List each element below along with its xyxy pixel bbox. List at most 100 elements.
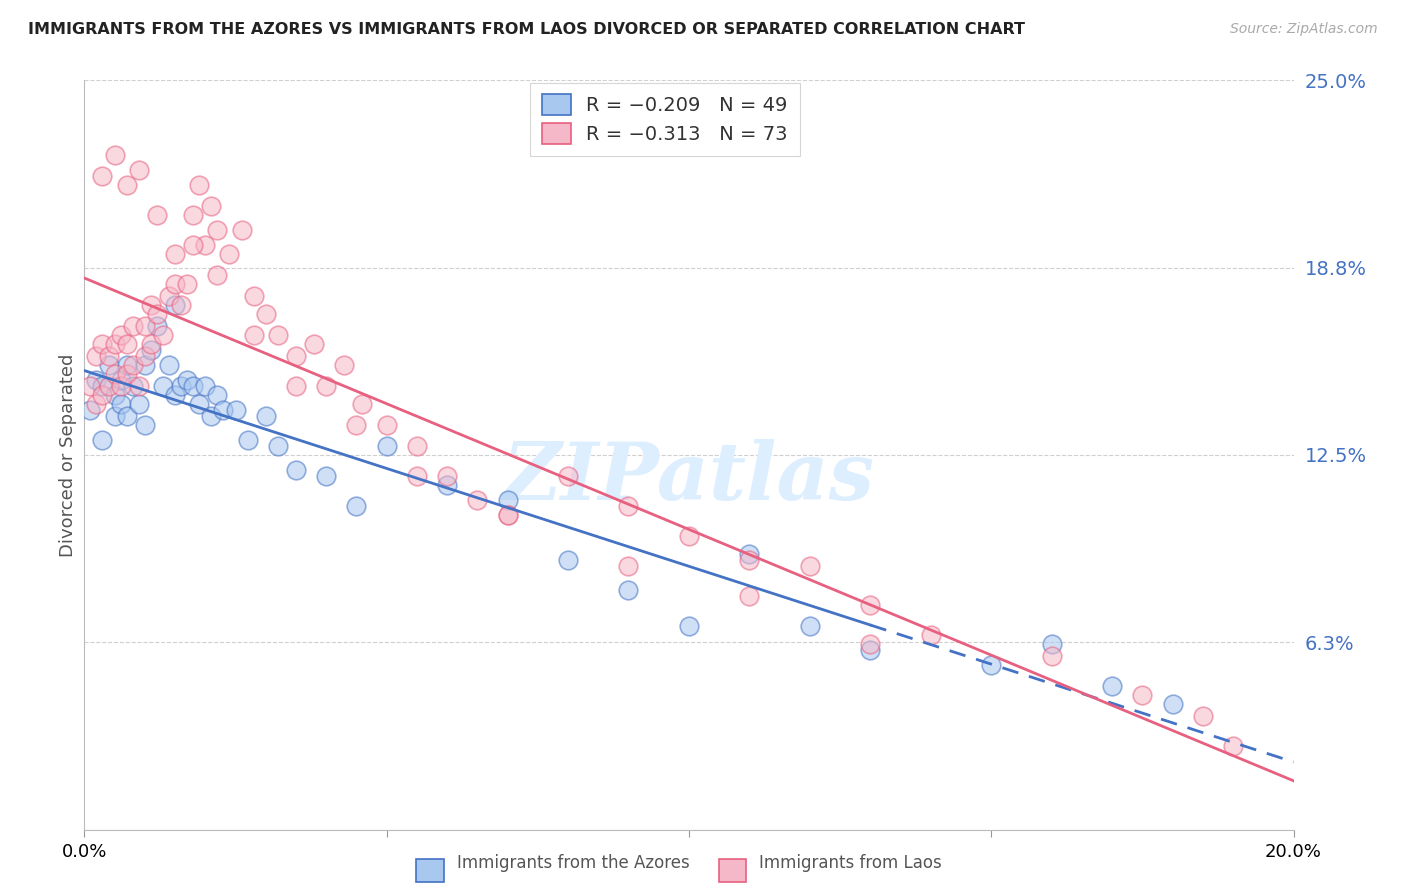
- Point: [121, 358, 143, 372]
- Point: [242, 289, 264, 303]
- Point: [128, 397, 150, 411]
- Point: [231, 223, 253, 237]
- Point: [146, 307, 169, 321]
- Point: [617, 499, 640, 513]
- Point: [139, 298, 162, 312]
- Point: [157, 358, 180, 372]
- Point: [617, 582, 640, 597]
- Point: [920, 628, 942, 642]
- Point: [980, 657, 1002, 672]
- Point: [267, 439, 290, 453]
- Point: [1101, 679, 1123, 693]
- Point: [128, 163, 150, 178]
- Point: [110, 328, 132, 343]
- Point: [267, 328, 290, 343]
- Point: [139, 337, 162, 351]
- Point: [315, 379, 337, 393]
- Point: [302, 337, 325, 351]
- Point: [188, 178, 211, 193]
- Point: [1130, 688, 1153, 702]
- Point: [104, 148, 127, 162]
- Point: [110, 373, 132, 387]
- Point: [146, 208, 169, 222]
- Point: [436, 469, 458, 483]
- Point: [200, 409, 222, 423]
- Point: [115, 358, 138, 372]
- Point: [134, 417, 156, 432]
- Point: [91, 433, 114, 447]
- Point: [181, 379, 204, 393]
- Point: [134, 349, 156, 363]
- Point: [91, 337, 114, 351]
- Point: [110, 379, 132, 393]
- Point: [859, 642, 882, 657]
- Point: [315, 469, 337, 483]
- Point: [352, 397, 374, 411]
- Text: IMMIGRANTS FROM THE AZORES VS IMMIGRANTS FROM LAOS DIVORCED OR SEPARATED CORRELA: IMMIGRANTS FROM THE AZORES VS IMMIGRANTS…: [28, 22, 1025, 37]
- Point: [79, 379, 101, 393]
- Point: [181, 238, 204, 252]
- Point: [165, 277, 187, 291]
- Point: [86, 373, 108, 387]
- Point: [496, 508, 519, 522]
- Point: [115, 337, 138, 351]
- Point: [285, 463, 308, 477]
- Point: [467, 492, 489, 507]
- Text: Immigrants from Laos: Immigrants from Laos: [759, 855, 942, 872]
- Point: [207, 223, 229, 237]
- Text: ZIPatlas: ZIPatlas: [503, 439, 875, 516]
- Point: [104, 367, 127, 381]
- Point: [799, 558, 821, 573]
- Point: [97, 358, 120, 372]
- Point: [557, 553, 579, 567]
- Point: [121, 319, 143, 334]
- Legend: R = −0.209   N = 49, R = −0.313   N = 73: R = −0.209 N = 49, R = −0.313 N = 73: [530, 82, 800, 156]
- Point: [104, 409, 127, 423]
- Text: Immigrants from the Azores: Immigrants from the Azores: [457, 855, 690, 872]
- Point: [254, 409, 277, 423]
- Point: [157, 289, 180, 303]
- Point: [176, 277, 198, 291]
- Point: [617, 558, 640, 573]
- Point: [285, 379, 308, 393]
- Point: [242, 328, 264, 343]
- Point: [97, 349, 120, 363]
- Point: [152, 379, 174, 393]
- Point: [207, 388, 229, 402]
- Point: [738, 553, 761, 567]
- Point: [152, 328, 174, 343]
- Point: [115, 409, 138, 423]
- Point: [91, 169, 114, 184]
- Y-axis label: Divorced or Separated: Divorced or Separated: [59, 353, 77, 557]
- Point: [79, 403, 101, 417]
- Point: [134, 358, 156, 372]
- Point: [128, 379, 150, 393]
- Point: [557, 469, 579, 483]
- Point: [165, 388, 187, 402]
- Point: [165, 247, 187, 261]
- Point: [139, 343, 162, 357]
- Point: [236, 433, 259, 447]
- Text: Source: ZipAtlas.com: Source: ZipAtlas.com: [1230, 22, 1378, 37]
- Point: [738, 547, 761, 561]
- Point: [678, 619, 700, 633]
- Point: [496, 492, 519, 507]
- Point: [1161, 697, 1184, 711]
- Point: [212, 403, 235, 417]
- Point: [225, 403, 247, 417]
- Point: [86, 349, 108, 363]
- Point: [436, 478, 458, 492]
- Point: [859, 637, 882, 651]
- Point: [134, 319, 156, 334]
- Point: [218, 247, 240, 261]
- Point: [91, 388, 114, 402]
- Point: [110, 397, 132, 411]
- Point: [104, 388, 127, 402]
- Point: [375, 439, 398, 453]
- Point: [406, 439, 429, 453]
- Point: [104, 337, 127, 351]
- Point: [859, 598, 882, 612]
- Point: [285, 349, 308, 363]
- Point: [799, 619, 821, 633]
- Point: [115, 367, 138, 381]
